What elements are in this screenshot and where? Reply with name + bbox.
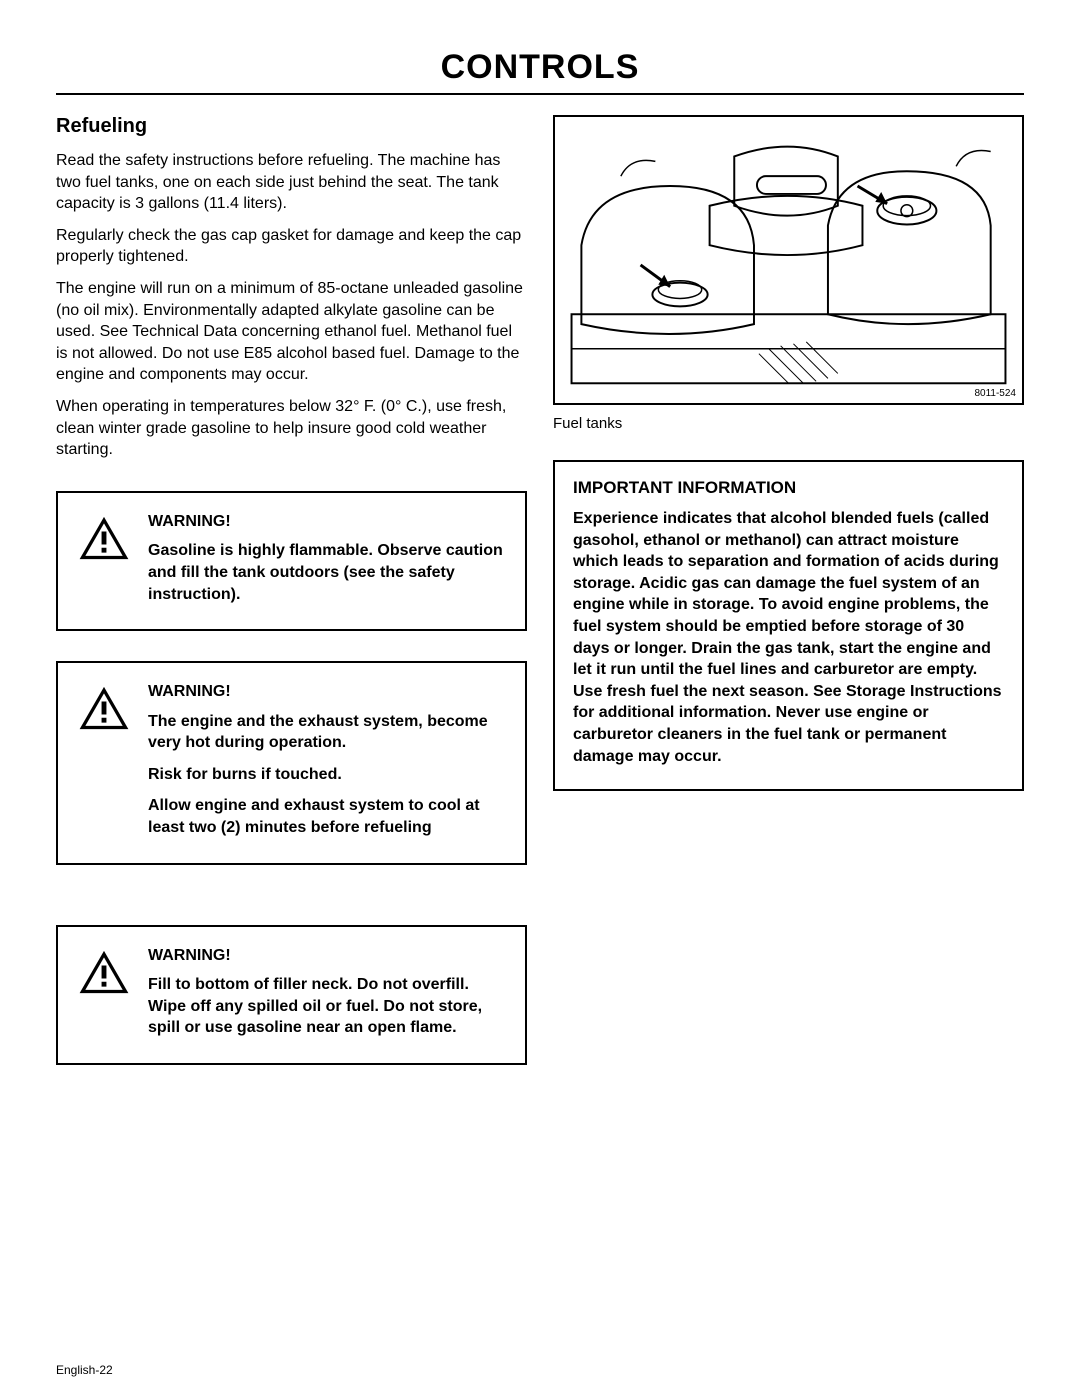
info-heading: IMPORTANT INFORMATION xyxy=(573,478,1004,498)
warning-triangle-icon xyxy=(78,515,130,566)
warning-text: WARNING! The engine and the exhaust syst… xyxy=(148,681,505,839)
page-footer: English-22 xyxy=(56,1363,113,1377)
page-title: CONTROLS xyxy=(56,48,1024,95)
warning-box: WARNING! The engine and the exhaust syst… xyxy=(56,661,527,865)
important-information-box: IMPORTANT INFORMATION Experience indicat… xyxy=(553,460,1024,791)
body-paragraph: When operating in temperatures below 32°… xyxy=(56,396,527,461)
info-body: Experience indicates that alcohol blende… xyxy=(573,508,1004,767)
warning-triangle-icon xyxy=(78,685,130,736)
warning-heading: WARNING! xyxy=(148,681,505,703)
footer-language: English- xyxy=(56,1363,99,1377)
page: CONTROLS Refueling Read the safety instr… xyxy=(0,0,1080,1397)
warning-body: Risk for burns if touched. xyxy=(148,764,505,786)
warning-heading: WARNING! xyxy=(148,511,505,533)
fuel-tanks-illustration: 8011-524 xyxy=(553,115,1024,405)
figure-number: 8011-524 xyxy=(974,388,1016,399)
right-column: 8011-524 Fuel tanks IMPORTANT INFORMATIO… xyxy=(553,115,1024,1065)
warning-body: Gasoline is highly ﬂammable. Observe cau… xyxy=(148,540,505,605)
warning-body: Fill to bottom of ﬁller neck. Do not ove… xyxy=(148,974,505,1039)
body-paragraph: The engine will run on a minimum of 85-o… xyxy=(56,278,527,386)
footer-page-number: 22 xyxy=(99,1363,112,1377)
warning-body: The engine and the exhaust system, becom… xyxy=(148,711,505,754)
two-column-layout: Refueling Read the safety instructions b… xyxy=(56,115,1024,1065)
warning-body: Allow engine and exhaust system to cool … xyxy=(148,795,505,838)
warning-box: WARNING! Gasoline is highly ﬂammable. Ob… xyxy=(56,491,527,631)
warning-box: WARNING! Fill to bottom of ﬁller neck. D… xyxy=(56,925,527,1065)
warning-heading: WARNING! xyxy=(148,945,505,967)
body-paragraph: Read the safety instructions before refu… xyxy=(56,150,527,215)
body-paragraph: Regularly check the gas cap gasket for d… xyxy=(56,225,527,268)
section-heading-refueling: Refueling xyxy=(56,115,527,138)
warning-text: WARNING! Fill to bottom of ﬁller neck. D… xyxy=(148,945,505,1039)
left-column: Refueling Read the safety instructions b… xyxy=(56,115,527,1065)
warning-text: WARNING! Gasoline is highly ﬂammable. Ob… xyxy=(148,511,505,605)
figure-caption: Fuel tanks xyxy=(553,415,1024,432)
warning-triangle-icon xyxy=(78,949,130,1000)
